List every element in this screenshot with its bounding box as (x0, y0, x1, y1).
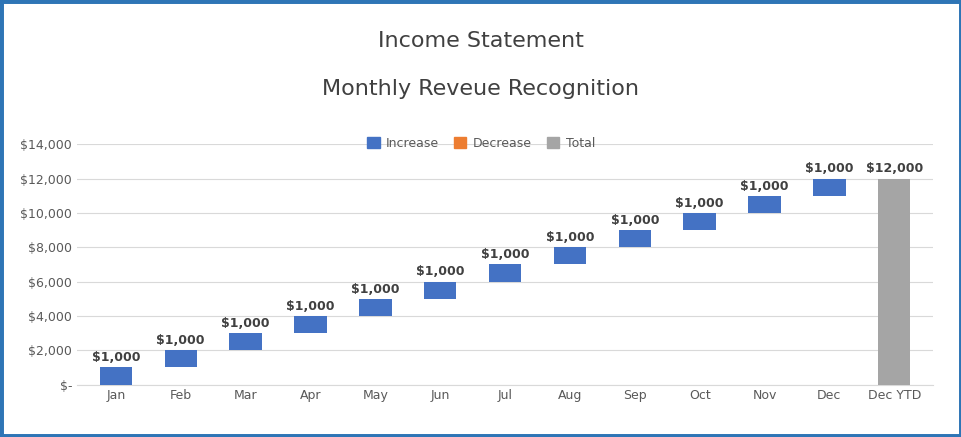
Bar (554, 247, 585, 264)
Bar (229, 333, 261, 350)
Bar (358, 299, 391, 316)
Bar (812, 179, 845, 196)
Text: $1,000: $1,000 (351, 283, 399, 295)
Bar (164, 350, 197, 368)
Bar (618, 230, 651, 247)
Bar (748, 196, 780, 213)
Text: $1,000: $1,000 (221, 317, 270, 330)
Bar (100, 368, 132, 385)
Text: $1,000: $1,000 (675, 197, 723, 210)
Text: $1,000: $1,000 (91, 351, 140, 364)
Text: $1,000: $1,000 (415, 265, 464, 278)
Text: Income Statement: Income Statement (378, 31, 583, 51)
Text: Monthly Reveue Recognition: Monthly Reveue Recognition (322, 79, 639, 99)
Bar (682, 213, 715, 230)
Text: $1,000: $1,000 (610, 214, 658, 227)
Text: $1,000: $1,000 (480, 248, 529, 261)
Legend: Increase, Decrease, Total: Increase, Decrease, Total (363, 133, 598, 153)
Text: $1,000: $1,000 (157, 334, 205, 347)
Text: $1,000: $1,000 (545, 231, 594, 244)
Bar (294, 316, 327, 333)
Text: $1,000: $1,000 (804, 163, 852, 175)
Bar (877, 179, 909, 385)
Text: $12,000: $12,000 (865, 163, 922, 175)
Text: $1,000: $1,000 (286, 300, 334, 313)
Bar (424, 281, 456, 299)
Bar (488, 264, 521, 281)
Text: $1,000: $1,000 (739, 180, 788, 193)
